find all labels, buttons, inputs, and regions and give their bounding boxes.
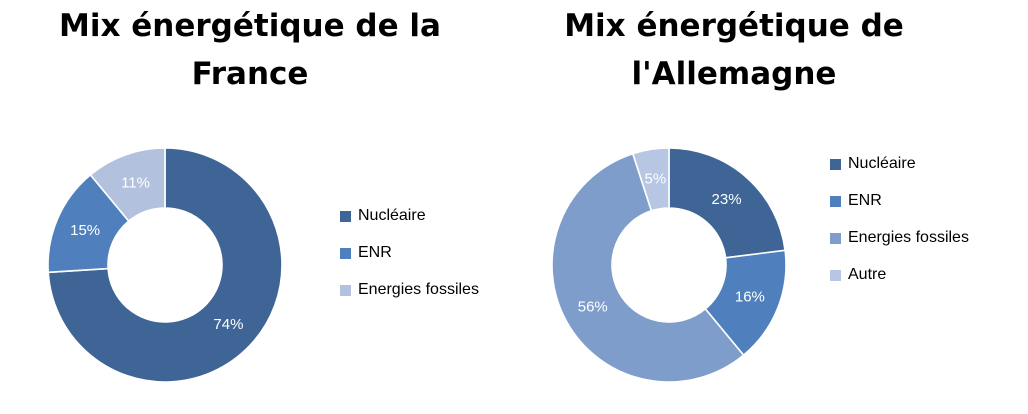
legend-label: Autre	[848, 266, 887, 283]
legend-swatch	[830, 158, 841, 170]
legend-item-nucleaire: Nucléaire	[830, 152, 969, 176]
legend-swatch	[830, 232, 841, 244]
slice-label-autre: 5%	[645, 171, 667, 188]
legend-item-autre: Autre	[830, 263, 969, 287]
slice-energies-fossiles	[551, 152, 745, 383]
slice-label-energies-fossiles: 56%	[578, 298, 608, 315]
legend-swatch	[340, 247, 351, 259]
legend-item-enr: ENR	[340, 241, 479, 265]
legend-swatch	[830, 195, 841, 207]
legend-label: Energies fossiles	[358, 281, 479, 298]
legend-label: Nucléaire	[358, 207, 426, 224]
legend-label: ENR	[848, 192, 882, 209]
legend: Nucléaire ENR Energies fossiles	[340, 204, 479, 315]
legend-swatch	[830, 269, 841, 281]
legend-swatch	[340, 284, 351, 296]
legend-label: Energies fossiles	[848, 229, 969, 246]
chart-title: Mix énergétique de l'Allemagne	[564, 8, 904, 92]
legend-item-energies-fossiles: Energies fossiles	[830, 226, 969, 250]
slice-nucleaire	[668, 147, 786, 259]
legend-item-nucleaire: Nucléaire	[340, 204, 479, 228]
chart-france: Mix énergétique de la France 74% 15% 11% N…	[47, 8, 479, 383]
slice-label-enr: 16%	[735, 289, 765, 306]
legend-swatch	[340, 210, 351, 222]
legend: Nucléaire ENR Energies fossiles Autre	[830, 152, 969, 300]
slice-label-energies-fossiles: 11%	[121, 175, 150, 192]
legend-item-enr: ENR	[830, 189, 969, 213]
legend-label: ENR	[358, 244, 392, 261]
legend-label: Nucléaire	[848, 155, 916, 172]
legend-item-energies-fossiles: Energies fossiles	[340, 278, 479, 302]
slice-autre	[631, 147, 670, 212]
slice-label-nucleaire: 23%	[712, 191, 742, 208]
donut-chart: 74% 15% 11%	[47, 147, 283, 383]
slice-energies-fossiles	[89, 147, 166, 223]
donut-chart: 23% 16% 56% 5%	[551, 147, 787, 383]
slice-nucleaire	[47, 147, 283, 383]
chart-allemagne: Mix énergétique de l'Allemagne 23% 16% 56%…	[514, 0, 1028, 414]
chart-title: Mix énergétique de la France	[59, 8, 441, 92]
slice-label-nucleaire: 74%	[213, 316, 243, 333]
slice-label-enr: 15%	[70, 222, 100, 239]
